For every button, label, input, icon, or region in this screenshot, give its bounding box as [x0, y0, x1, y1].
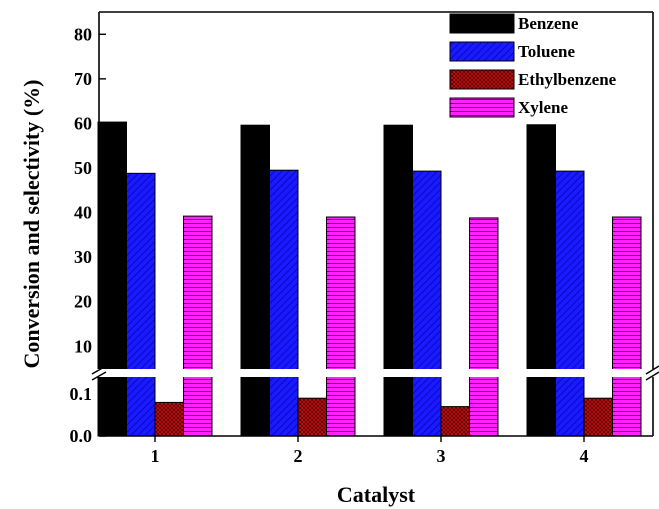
y-tick-label-10: 10 [74, 336, 92, 356]
legend-swatch-ethylbenzene [449, 69, 515, 90]
y-tick-label-70: 70 [74, 69, 92, 89]
legend-swatch-benzene [449, 13, 515, 34]
legend-label-xylene: Xylene [518, 98, 569, 117]
x-tick-label-1: 1 [151, 446, 160, 466]
x-tick-label-4: 4 [580, 446, 589, 466]
legend-label-ethylbenzene: Ethylbenzene [518, 70, 617, 89]
axis-break-band [94, 369, 659, 377]
x-tick-label-2: 2 [294, 446, 303, 466]
bars-layer [97, 121, 642, 437]
y-axis-title: Conversion and selectivity (%) [19, 79, 44, 368]
bar-benzene-catalyst-2 [240, 124, 270, 437]
x-axis-title: Catalyst [337, 482, 416, 507]
legend-label-benzene: Benzene [518, 14, 579, 33]
bar-xylene-catalyst-2 [326, 216, 356, 437]
bar-ethylbenzene-catalyst-3 [440, 406, 470, 437]
bar-xylene-catalyst-3 [469, 217, 499, 437]
ticks-layer: 10 20 30 40 50 60 70 80 0.0 0.1 1 2 3 4 [70, 24, 589, 466]
y-tick-label-50: 50 [74, 158, 92, 178]
bar-benzene-catalyst-1 [97, 121, 127, 437]
y-tick-label-80: 80 [74, 24, 92, 44]
bar-ethylbenzene-catalyst-1 [154, 401, 184, 437]
legend-swatch-toluene [449, 41, 515, 62]
y-tick-label-60: 60 [74, 113, 92, 133]
y-tick-label-0-1: 0.1 [70, 384, 93, 404]
bar-xylene-catalyst-1 [183, 215, 213, 437]
bar-benzene-catalyst-3 [383, 124, 413, 437]
legend-swatch-xylene [449, 97, 515, 118]
bar-toluene-catalyst-4 [555, 170, 585, 437]
bar-toluene-catalyst-2 [269, 169, 299, 437]
y-tick-label-20: 20 [74, 292, 92, 312]
y-tick-label-30: 30 [74, 247, 92, 267]
bar-ethylbenzene-catalyst-2 [297, 397, 327, 437]
bar-toluene-catalyst-3 [412, 170, 442, 437]
legend: Benzene Toluene Ethylbenzene Xylene [449, 13, 617, 118]
axis-break-mark-right [645, 365, 659, 381]
bar-toluene-catalyst-1 [126, 172, 156, 437]
bar-ethylbenzene-catalyst-4 [583, 397, 613, 437]
axis-break-mark-left [91, 365, 107, 381]
bar-xylene-catalyst-4 [612, 216, 642, 437]
x-tick-label-3: 3 [437, 446, 446, 466]
y-tick-label-0-0: 0.0 [70, 426, 93, 446]
y-tick-label-40: 40 [74, 203, 92, 223]
legend-label-toluene: Toluene [518, 42, 575, 61]
bar-benzene-catalyst-4 [526, 124, 556, 437]
